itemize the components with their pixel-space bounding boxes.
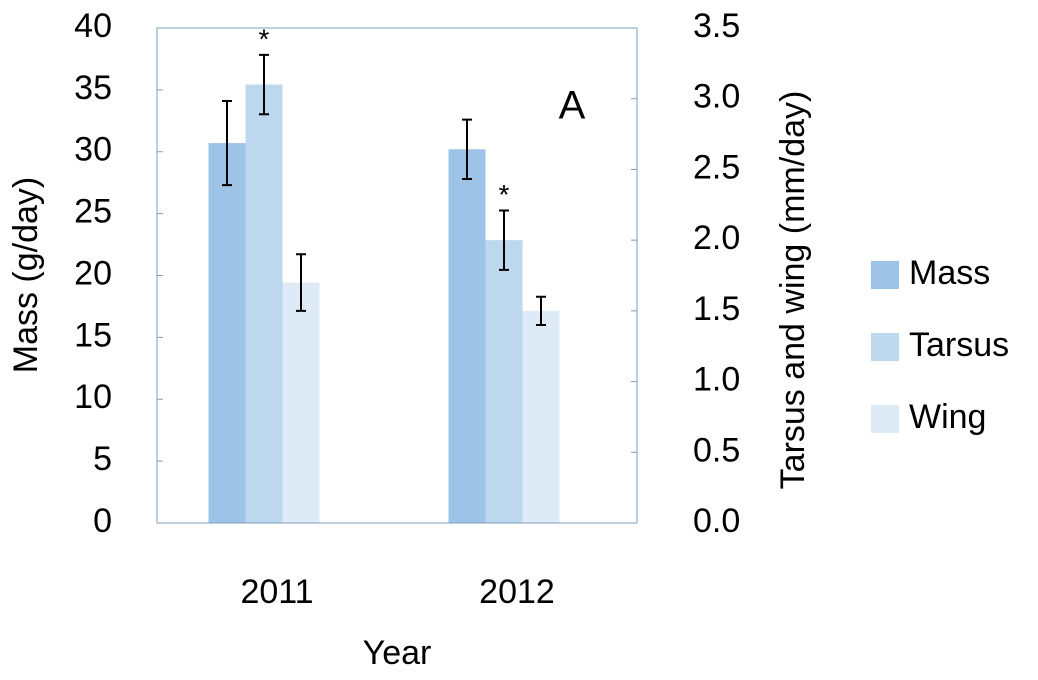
y2-tick-label: 3.5 [693, 7, 740, 45]
y2-tick-label: 1.5 [693, 290, 740, 328]
y-tick-label: 15 [74, 316, 112, 354]
error-bar [259, 53, 269, 116]
legend-swatch [871, 261, 899, 289]
annotation: * [259, 23, 270, 54]
y-tick-label: 30 [74, 131, 112, 169]
error-bar [222, 100, 232, 187]
bar [485, 240, 523, 523]
y-tick-label: 0 [93, 502, 112, 540]
y-tick-label: 10 [74, 378, 112, 416]
error-bar [536, 295, 546, 326]
legend-label: Wing [909, 398, 986, 436]
y-tick-label: 40 [74, 7, 112, 45]
bar [208, 143, 246, 523]
y-tick-label: 25 [74, 193, 112, 231]
y2-tick-label: 2.0 [693, 219, 740, 257]
bar [282, 282, 320, 523]
legend-label: Mass [909, 254, 990, 292]
error-bar [499, 209, 509, 271]
annotation: * [499, 179, 510, 210]
y2-tick-label: 2.5 [693, 148, 740, 186]
legend-swatch [871, 405, 899, 433]
y-tick-label: 5 [93, 440, 112, 478]
y2-tick-label: 0.0 [693, 502, 740, 540]
x-axis-label: Year [363, 634, 432, 672]
bar [448, 149, 486, 523]
x-tick-label: 2012 [479, 573, 555, 611]
legend-swatch [871, 333, 899, 361]
bar [522, 310, 560, 523]
y2-tick-label: 1.0 [693, 361, 740, 399]
bar [245, 84, 283, 524]
legend-label: Tarsus [909, 326, 1009, 364]
panel-label: A [559, 84, 586, 128]
error-bar [296, 253, 306, 312]
y-tick-label: 20 [74, 254, 112, 292]
x-tick-label: 2011 [240, 573, 313, 611]
y2-tick-label: 0.5 [693, 431, 740, 469]
y2-tick-label: 3.0 [693, 78, 740, 116]
error-bar [462, 118, 472, 180]
y-axis-label: Mass (g/day) [7, 177, 45, 374]
y-tick-label: 35 [74, 69, 112, 107]
y2-axis-label: Tarsus and wing (mm/day) [774, 91, 812, 490]
